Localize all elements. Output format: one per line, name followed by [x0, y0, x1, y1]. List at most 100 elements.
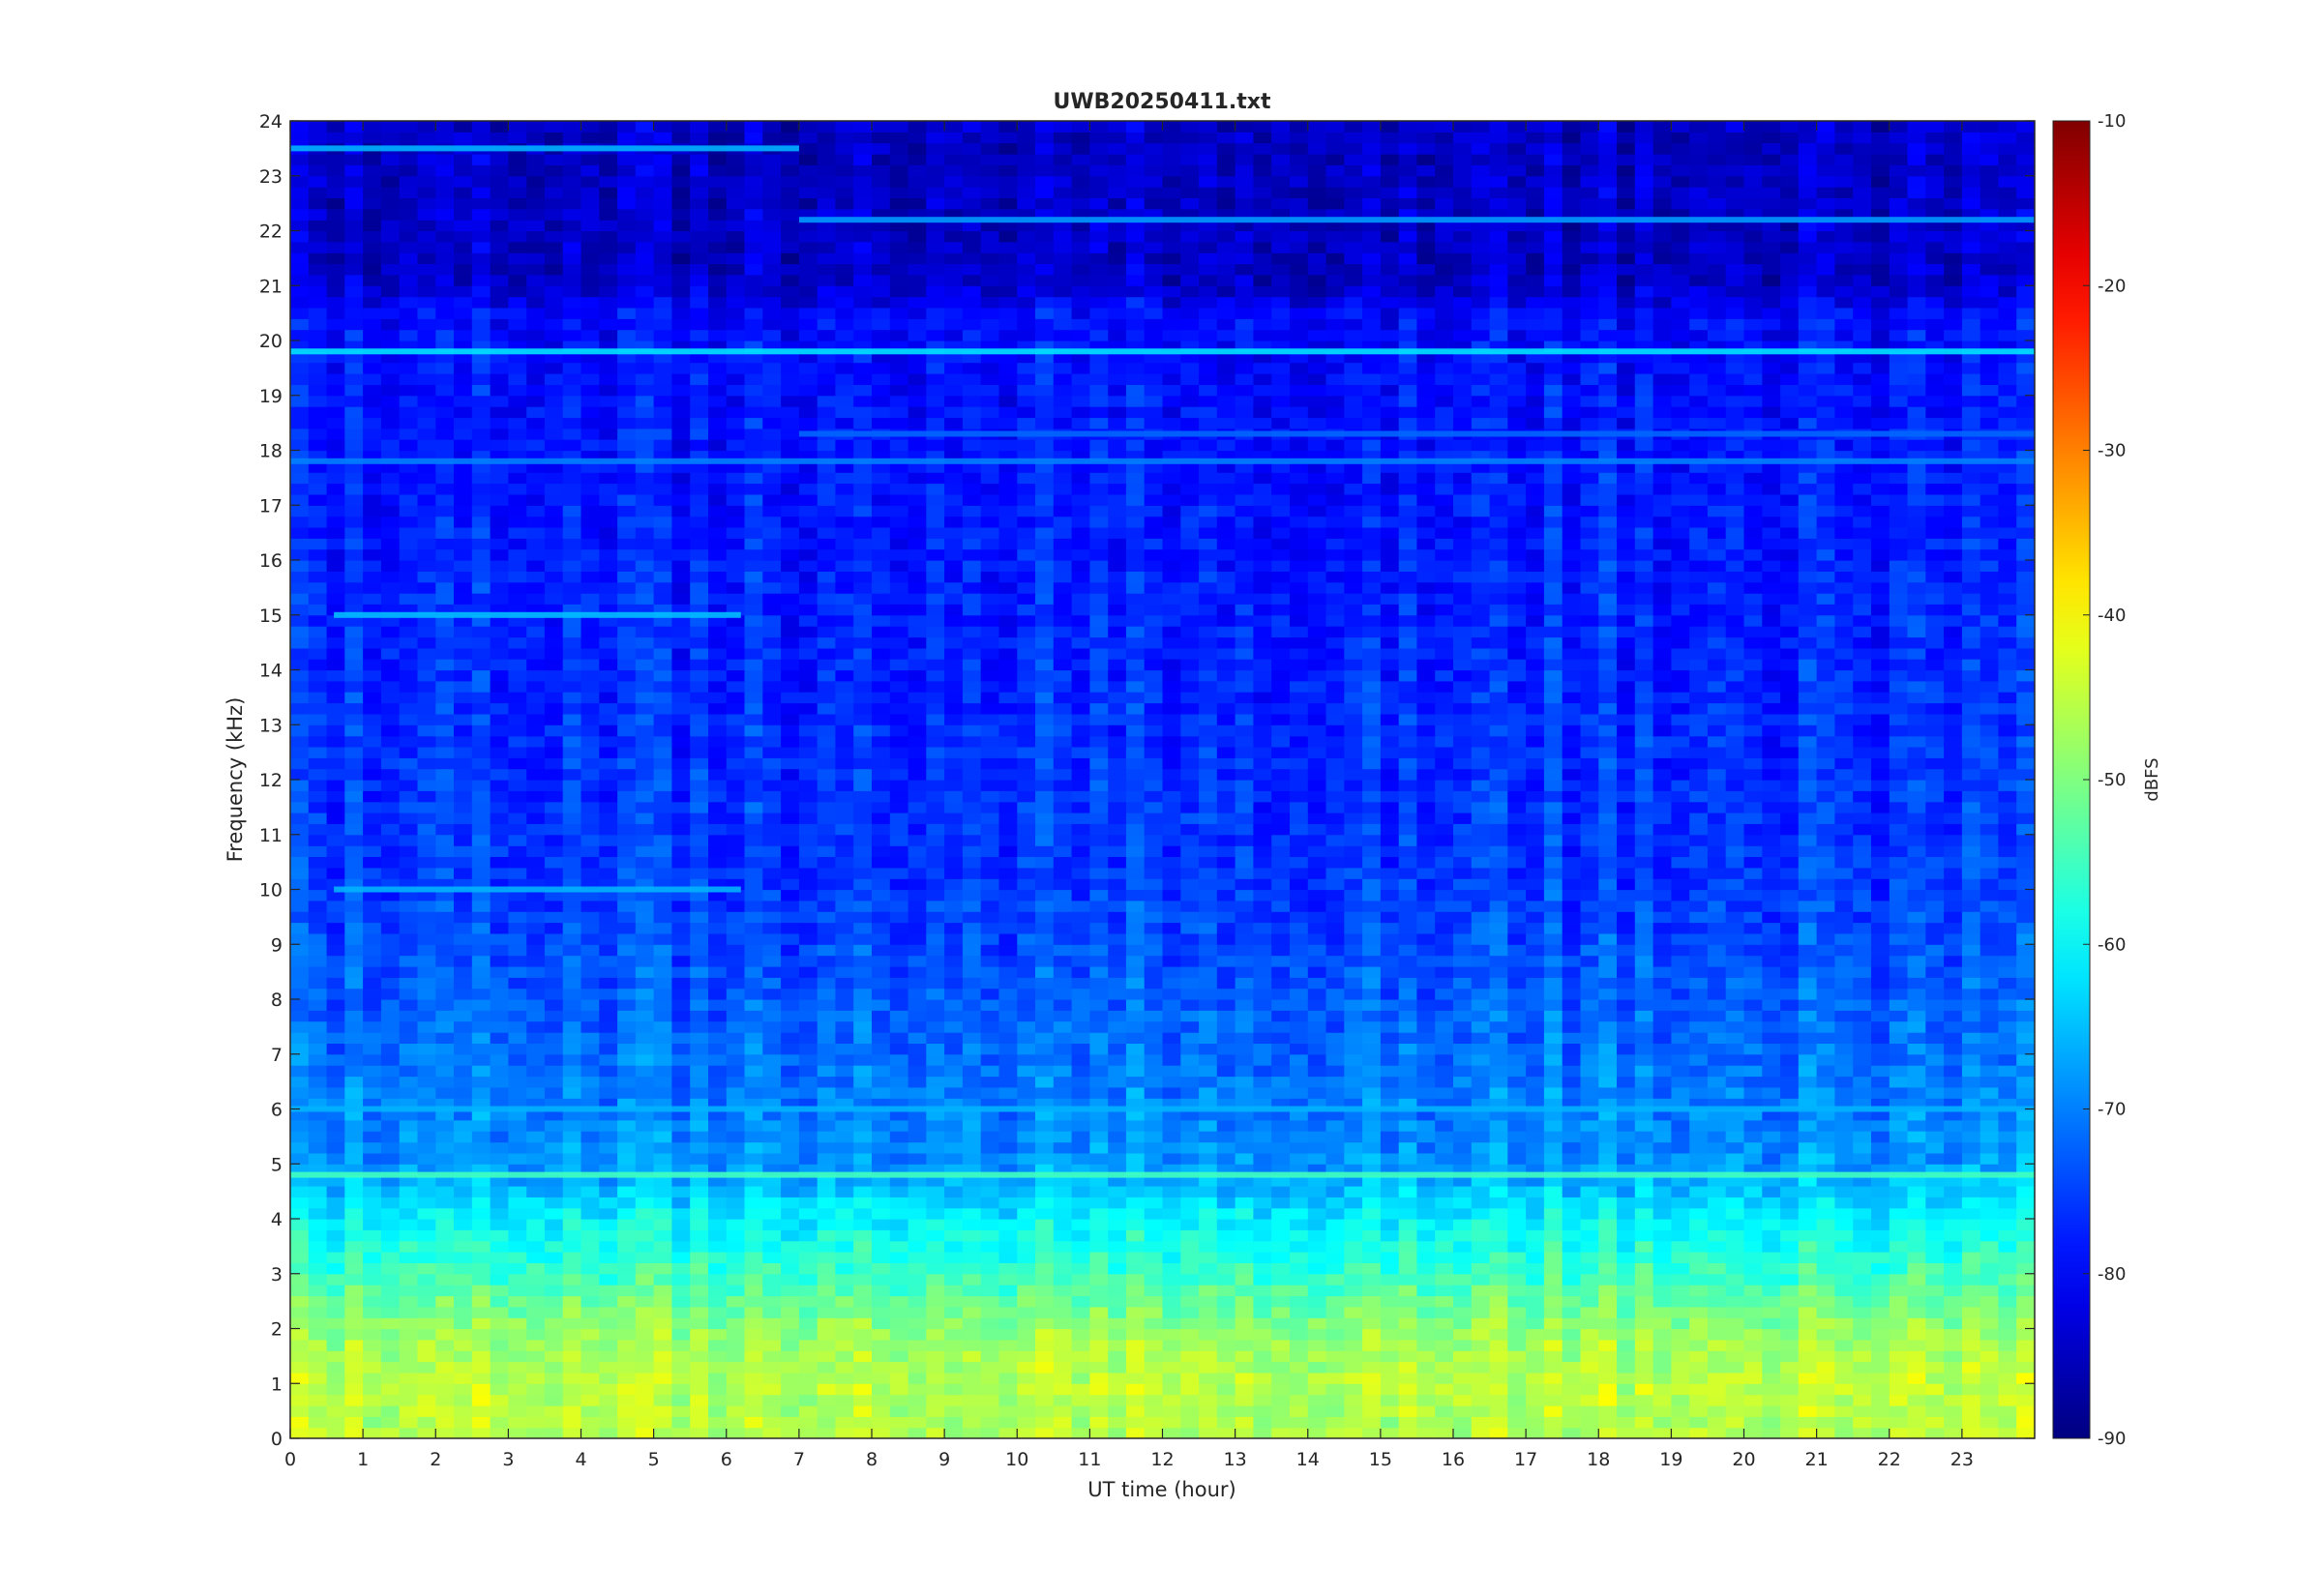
heatmap-cell: [980, 922, 1000, 934]
heatmap-cell: [1980, 1328, 2000, 1341]
heatmap-cell: [580, 1141, 600, 1154]
heatmap-cell: [308, 1164, 328, 1176]
heatmap-cell: [980, 1317, 1000, 1330]
heatmap-cell: [1108, 889, 1127, 901]
heatmap-cell: [1307, 1252, 1327, 1263]
heatmap-cell: [781, 1076, 800, 1088]
heatmap-cell: [1617, 1141, 1636, 1154]
heatmap-cell: [635, 966, 655, 978]
heatmap-cell: [1689, 977, 1709, 990]
heatmap-cell: [1998, 999, 2017, 1011]
heatmap-cell: [1944, 999, 1963, 1011]
heatmap-cell: [1507, 1141, 1527, 1154]
heatmap-cell: [1290, 1086, 1309, 1099]
heatmap-cell: [1762, 1065, 1781, 1078]
heatmap-cell: [1398, 955, 1418, 967]
heatmap-cell: [399, 1020, 419, 1033]
heatmap-cell: [1780, 1152, 1800, 1165]
heatmap-cell: [326, 1229, 345, 1242]
heatmap-cell: [1816, 867, 1835, 879]
heatmap-cell: [1435, 1416, 1454, 1429]
heatmap-cell: [344, 1186, 364, 1197]
heatmap-cell: [1089, 1240, 1109, 1253]
heatmap-cell: [544, 1010, 564, 1022]
heatmap-cell: [1853, 867, 1872, 879]
heatmap-cell: [1526, 1361, 1545, 1374]
heatmap-cell: [944, 1053, 964, 1066]
heatmap-cell: [1834, 1339, 1854, 1351]
heatmap-cell: [454, 999, 473, 1011]
heatmap-cell: [1453, 1229, 1473, 1242]
heatmap-cell: [744, 900, 763, 912]
heatmap-cell: [1634, 977, 1654, 990]
heatmap-cell: [1671, 1010, 1690, 1022]
heatmap-cell: [1598, 1197, 1618, 1209]
heatmap-cell: [817, 922, 837, 934]
heatmap-cell: [1180, 1207, 1200, 1220]
heatmap-cell: [1671, 889, 1690, 901]
heatmap-cell: [2016, 911, 2035, 924]
heatmap-cell: [326, 1252, 345, 1263]
heatmap-cell: [1707, 1043, 1727, 1055]
heatmap-cell: [1762, 1032, 1781, 1044]
heatmap-cell: [290, 1043, 310, 1055]
heatmap-cell: [1707, 977, 1727, 990]
heatmap-cell: [1416, 1152, 1436, 1165]
heatmap-cell: [326, 1328, 345, 1341]
heatmap-cell: [1325, 1186, 1345, 1197]
heatmap-cell: [944, 1086, 964, 1099]
heatmap-cell: [1743, 1076, 1763, 1088]
heatmap-cell: [1543, 867, 1563, 879]
heatmap-cell: [1144, 1164, 1164, 1176]
heatmap-cell: [1526, 1306, 1545, 1318]
heatmap-cell: [1362, 1186, 1382, 1197]
heatmap-cell: [1507, 1108, 1527, 1121]
heatmap-cell: [562, 1152, 582, 1165]
heatmap-cell: [1871, 1032, 1890, 1044]
heatmap-cell: [1307, 1317, 1327, 1330]
heatmap-cell: [1834, 955, 1854, 967]
heatmap-cell: [1689, 1086, 1709, 1099]
heatmap-cell: [1652, 966, 1672, 978]
heatmap-cell: [1925, 1152, 1945, 1165]
heatmap-cell: [562, 999, 582, 1011]
heatmap-cell: [1562, 988, 1582, 1000]
heatmap-cell: [363, 1285, 382, 1297]
heatmap-cell: [490, 1086, 509, 1099]
heatmap-cell: [1125, 1164, 1146, 1176]
heatmap-cell: [1162, 889, 1181, 901]
heatmap-cell: [1235, 1372, 1254, 1384]
heatmap-cell: [1489, 1416, 1508, 1429]
heatmap-cell: [380, 1098, 401, 1110]
heatmap-cell: [1925, 1339, 1945, 1351]
heatmap-cell: [1162, 1098, 1181, 1110]
heatmap-cell: [1089, 922, 1109, 934]
heatmap-cell: [508, 900, 527, 912]
heatmap-cell: [1162, 922, 1181, 934]
heatmap-cell: [1907, 1350, 1926, 1363]
heatmap-cell: [1325, 1032, 1345, 1044]
heatmap-cell: [580, 1020, 600, 1033]
heatmap-cell: [1017, 1383, 1036, 1396]
heatmap-cell: [435, 1043, 455, 1055]
heatmap-cell: [1017, 988, 1036, 1000]
heatmap-cell: [580, 1032, 600, 1044]
heatmap-cell: [708, 911, 728, 924]
heatmap-cell: [308, 932, 328, 945]
heatmap-cell: [908, 1043, 927, 1055]
heatmap-cell: [1580, 867, 1599, 879]
heatmap-cell: [1435, 1086, 1454, 1099]
heatmap-cell: [1125, 1394, 1146, 1406]
heatmap-cell: [1853, 1010, 1872, 1022]
heatmap-cell: [380, 1394, 401, 1406]
heatmap-cell: [708, 1405, 728, 1417]
heatmap-cell: [926, 1240, 945, 1253]
heatmap-cell: [1507, 1240, 1527, 1253]
heatmap-cell: [1580, 1273, 1599, 1286]
heatmap-cell: [1725, 1383, 1745, 1396]
heatmap-cell: [1725, 1020, 1745, 1033]
heatmap-cell: [1216, 1252, 1236, 1263]
heatmap-cell: [635, 1141, 655, 1154]
heatmap-cell: [1871, 1317, 1890, 1330]
heatmap-cell: [1362, 1317, 1382, 1330]
